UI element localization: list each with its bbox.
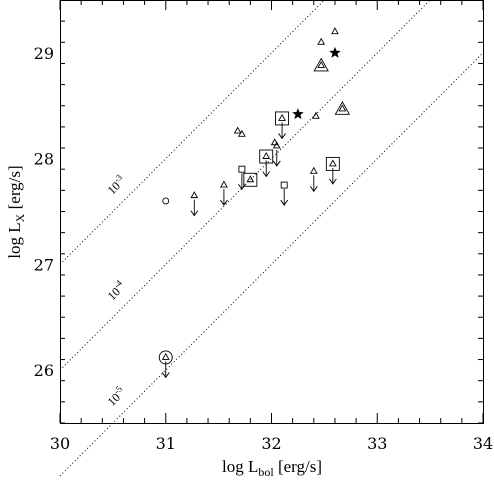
upper-limit-arrow-head <box>262 171 271 178</box>
data-point <box>243 172 258 187</box>
triangle-marker <box>331 27 339 35</box>
upper-limit-arrow-head <box>238 183 246 190</box>
triangle-marker <box>317 61 326 68</box>
upper-limit-arrow-head <box>161 372 170 379</box>
upper-limit-arrow-head <box>280 199 289 206</box>
y-tick-label: 28 <box>34 150 54 169</box>
x-tick-label: 34 <box>473 434 493 453</box>
data-point <box>190 191 199 217</box>
data-point <box>162 197 170 205</box>
data-point <box>280 181 289 206</box>
square-marker <box>238 165 246 173</box>
ratio-label-1: 10-3 <box>103 172 128 197</box>
triangle-marker <box>317 37 326 45</box>
triangle-marker <box>272 141 281 149</box>
data-point <box>272 141 281 167</box>
data-point <box>292 107 304 120</box>
data-point <box>275 111 290 140</box>
axis-ticks <box>59 0 484 424</box>
upper-limit-arrow-head <box>278 133 286 140</box>
ratio-lines: 10-3 10-4 10-5 <box>59 0 484 477</box>
star-marker <box>329 46 341 58</box>
square-outline-marker <box>259 149 274 164</box>
upper-limit-arrow-head <box>309 186 318 193</box>
triangle-marker <box>233 126 242 134</box>
square-marker <box>280 181 288 189</box>
data-points <box>158 27 351 379</box>
square-outline-marker <box>325 156 340 171</box>
triangle-marker <box>161 352 170 360</box>
ratio-line-3 <box>59 52 484 477</box>
upper-limit-arrow-head <box>272 160 281 167</box>
triangle-outline-marker <box>334 101 351 115</box>
data-point <box>313 57 329 72</box>
data-point <box>312 111 320 119</box>
y-axis-title: log LX [erg/s] <box>5 165 27 258</box>
data-point <box>237 129 246 137</box>
data-point <box>238 165 246 190</box>
data-point <box>233 126 242 134</box>
x-tick-label: 30 <box>50 434 70 453</box>
triangle-marker <box>328 159 337 167</box>
square-outline-marker <box>243 172 258 187</box>
data-point <box>309 166 318 193</box>
triangle-marker <box>309 166 318 174</box>
x-tick-label: 31 <box>156 434 176 453</box>
ratio-line-1 <box>59 0 326 265</box>
data-point <box>331 27 339 35</box>
square-outline-marker <box>275 111 290 126</box>
ratio-label-3: 10-5 <box>103 383 128 408</box>
y-tick-label: 29 <box>34 44 54 63</box>
x-tick-label: 33 <box>367 434 387 453</box>
upper-limit-arrow-head <box>220 199 228 206</box>
triangle-marker <box>278 113 286 121</box>
triangle-marker <box>220 180 228 188</box>
data-point <box>259 149 274 178</box>
tick-labels: 30 31 32 33 34 26 27 28 29 <box>34 44 494 453</box>
data-point <box>270 138 279 146</box>
data-point <box>317 37 326 45</box>
y-tick-label: 27 <box>34 255 54 274</box>
data-point <box>220 180 228 206</box>
x-axis-title: log Lbol [erg/s] <box>222 457 322 479</box>
data-point <box>325 156 340 185</box>
data-point <box>329 46 341 58</box>
data-point <box>158 350 173 379</box>
triangle-marker <box>262 151 271 159</box>
ratio-line-2 <box>59 0 431 371</box>
ratio-label-2: 10-4 <box>103 278 128 303</box>
y-tick-label: 26 <box>34 361 54 380</box>
circle-outline-marker <box>158 350 173 365</box>
plot-frame <box>60 0 484 424</box>
triangle-marker <box>270 138 279 146</box>
star-marker <box>292 107 304 120</box>
triangle-marker <box>190 191 199 199</box>
circle-marker <box>162 197 170 205</box>
x-tick-label: 32 <box>261 434 281 453</box>
upper-limit-arrow-head <box>328 178 337 185</box>
triangle-marker <box>312 111 320 119</box>
triangle-outline-marker <box>313 57 329 72</box>
triangle-marker <box>338 104 347 112</box>
upper-limit-arrow-head <box>190 210 199 217</box>
triangle-marker <box>246 175 255 183</box>
triangle-marker <box>237 129 246 137</box>
data-point <box>334 101 351 115</box>
